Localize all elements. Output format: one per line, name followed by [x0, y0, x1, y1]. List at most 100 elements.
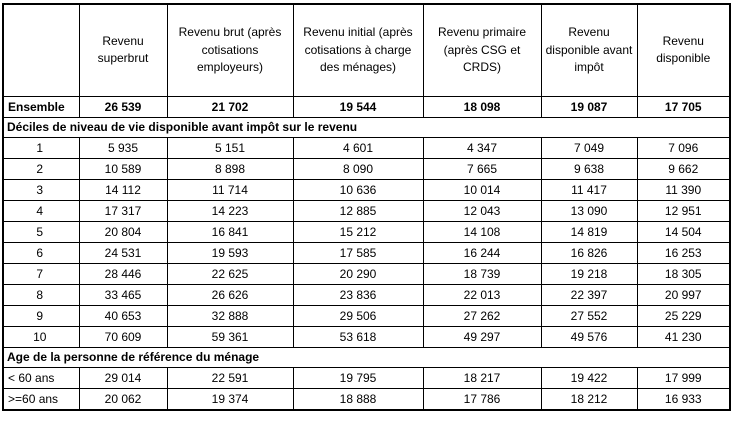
- value-cell: 11 417: [540, 178, 638, 201]
- table-row: 7 28 446 22 625 20 290 18 739 19 218 18 305: [2, 262, 731, 285]
- value-cell: 32 888: [166, 304, 294, 327]
- value-cell: 12 043: [422, 199, 542, 222]
- section-header-label: Déciles de niveau de vie disponible avan…: [2, 116, 731, 138]
- table-row: 4 17 317 14 223 12 885 12 043 13 090 12 951: [2, 199, 731, 222]
- col-header-revenu-disponible: Revenu disponible: [636, 3, 731, 97]
- value-cell: 16 826: [540, 241, 638, 264]
- value-cell: 13 090: [540, 199, 638, 222]
- value-cell: 27 262: [422, 304, 542, 327]
- row-label: 6: [2, 241, 80, 264]
- value-cell: 10 014: [422, 178, 542, 201]
- value-cell: 19 374: [166, 387, 294, 410]
- value-cell: 21 702: [166, 95, 294, 118]
- value-cell: 14 112: [78, 178, 168, 201]
- row-label: 9: [2, 304, 80, 327]
- value-cell: 5 935: [78, 136, 168, 159]
- value-cell: 41 230: [636, 325, 731, 348]
- col-header-revenu-superbrut: Revenu superbrut: [78, 3, 168, 97]
- value-cell: 17 705: [636, 95, 731, 118]
- value-cell: 16 841: [166, 220, 294, 243]
- value-cell: 15 212: [292, 220, 424, 243]
- value-cell: 26 539: [78, 95, 168, 118]
- row-label: 1: [2, 136, 80, 159]
- value-cell: 19 087: [540, 95, 638, 118]
- section-row: Age de la personne de référence du ménag…: [2, 346, 731, 368]
- value-cell: 19 593: [166, 241, 294, 264]
- value-cell: 40 653: [78, 304, 168, 327]
- table-row: < 60 ans 29 014 22 591 19 795 18 217 19 422 17…: [2, 366, 731, 389]
- value-cell: 18 098: [422, 95, 542, 118]
- table-row: 3 14 112 11 714 10 636 10 014 11 417 11 390: [2, 178, 731, 201]
- value-cell: 12 885: [292, 199, 424, 222]
- value-cell: 18 305: [636, 262, 731, 285]
- value-cell: 23 836: [292, 283, 424, 306]
- value-cell: 59 361: [166, 325, 294, 348]
- value-cell: 29 506: [292, 304, 424, 327]
- value-cell: 33 465: [78, 283, 168, 306]
- income-table: Revenu superbrut Revenu brut (après coti…: [2, 3, 731, 411]
- value-cell: 14 819: [540, 220, 638, 243]
- row-label: < 60 ans: [2, 366, 80, 389]
- value-cell: 29 014: [78, 366, 168, 389]
- table-row: 5 20 804 16 841 15 212 14 108 14 819 14 504: [2, 220, 731, 243]
- value-cell: 20 062: [78, 387, 168, 410]
- col-header-revenu-disponible-avant-impot: Revenu disponible avant impôt: [540, 3, 638, 97]
- row-label: 4: [2, 199, 80, 222]
- value-cell: 25 229: [636, 304, 731, 327]
- row-label: Ensemble: [2, 95, 80, 118]
- value-cell: 22 625: [166, 262, 294, 285]
- row-label: 10: [2, 325, 80, 348]
- value-cell: 17 585: [292, 241, 424, 264]
- value-cell: 17 999: [636, 366, 731, 389]
- table-row: 10 70 609 59 361 53 618 49 297 49 576 41 230: [2, 325, 731, 348]
- value-cell: 22 397: [540, 283, 638, 306]
- value-cell: 8 898: [166, 157, 294, 180]
- table-row: 8 33 465 26 626 23 836 22 013 22 397 20 997: [2, 283, 731, 306]
- value-cell: 5 151: [166, 136, 294, 159]
- value-cell: 14 223: [166, 199, 294, 222]
- section-row: Déciles de niveau de vie disponible avan…: [2, 116, 731, 138]
- value-cell: 22 591: [166, 366, 294, 389]
- value-cell: 10 589: [78, 157, 168, 180]
- value-cell: 20 804: [78, 220, 168, 243]
- row-label: 3: [2, 178, 80, 201]
- value-cell: 19 795: [292, 366, 424, 389]
- table-row: >=60 ans 20 062 19 374 18 888 17 786 18 212 16…: [2, 387, 731, 410]
- col-header-revenu-initial: Revenu initial (après cotisations à char…: [292, 3, 424, 97]
- row-label: 5: [2, 220, 80, 243]
- row-label: >=60 ans: [2, 387, 80, 410]
- table-row: 6 24 531 19 593 17 585 16 244 16 826 16 253: [2, 241, 731, 264]
- value-cell: 19 422: [540, 366, 638, 389]
- income-table-container: Revenu superbrut Revenu brut (après coti…: [2, 3, 731, 411]
- table-row: Ensemble 26 539 21 702 19 544 18 098 19 087 17…: [2, 95, 731, 118]
- value-cell: 49 576: [540, 325, 638, 348]
- value-cell: 18 217: [422, 366, 542, 389]
- table-body: Ensemble 26 539 21 702 19 544 18 098 19 087 17…: [2, 95, 731, 410]
- value-cell: 16 253: [636, 241, 731, 264]
- value-cell: 17 317: [78, 199, 168, 222]
- header-row: Revenu superbrut Revenu brut (après coti…: [2, 3, 731, 97]
- value-cell: 16 244: [422, 241, 542, 264]
- value-cell: 14 504: [636, 220, 731, 243]
- value-cell: 7 049: [540, 136, 638, 159]
- value-cell: 26 626: [166, 283, 294, 306]
- value-cell: 19 218: [540, 262, 638, 285]
- value-cell: 8 090: [292, 157, 424, 180]
- value-cell: 11 714: [166, 178, 294, 201]
- value-cell: 4 347: [422, 136, 542, 159]
- value-cell: 18 888: [292, 387, 424, 410]
- section-header-label: Age de la personne de référence du ménag…: [2, 346, 731, 368]
- table-row: 2 10 589 8 898 8 090 7 665 9 638 9 662: [2, 157, 731, 180]
- value-cell: 18 739: [422, 262, 542, 285]
- value-cell: 7 665: [422, 157, 542, 180]
- value-cell: 11 390: [636, 178, 731, 201]
- value-cell: 18 212: [540, 387, 638, 410]
- value-cell: 7 096: [636, 136, 731, 159]
- value-cell: 22 013: [422, 283, 542, 306]
- value-cell: 53 618: [292, 325, 424, 348]
- value-cell: 9 638: [540, 157, 638, 180]
- value-cell: 4 601: [292, 136, 424, 159]
- value-cell: 9 662: [636, 157, 731, 180]
- col-header-revenu-primaire: Revenu primaire (après CSG et CRDS): [422, 3, 542, 97]
